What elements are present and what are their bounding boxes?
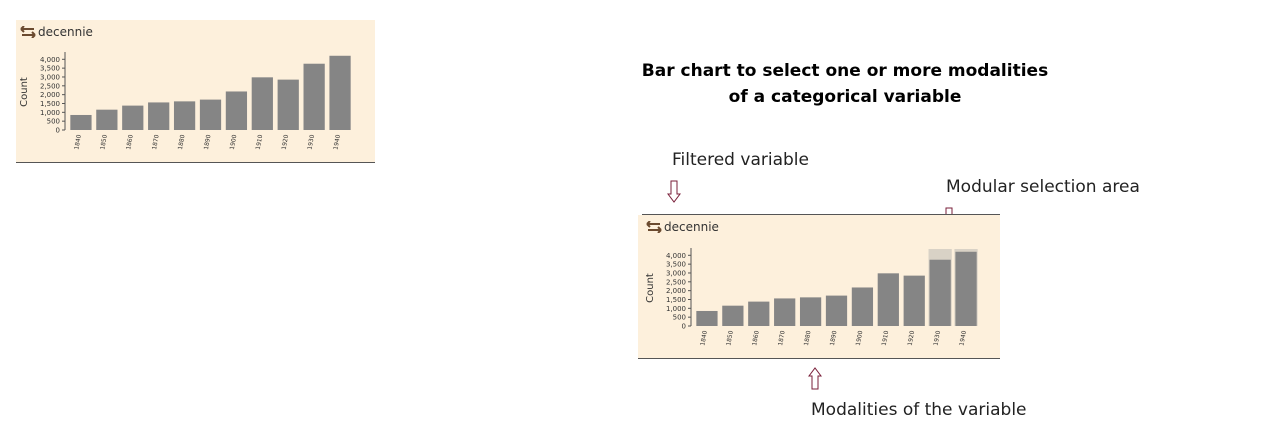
x-tick-label: 1930 xyxy=(307,134,317,150)
x-tick-label: 1910 xyxy=(881,330,891,346)
y-tick-label: 500 xyxy=(673,314,686,322)
y-tick-label: 500 xyxy=(47,118,60,126)
bar-chart-left[interactable]: Count 05001,0001,5002,0002,5003,0003,5004… xyxy=(16,20,375,162)
bar[interactable] xyxy=(173,101,196,130)
label-filtered-variable: Filtered variable xyxy=(672,150,809,170)
panel-top-border xyxy=(642,214,1000,215)
bar[interactable] xyxy=(277,79,299,130)
bar[interactable] xyxy=(929,259,951,326)
y-tick-label: 4,000 xyxy=(666,252,686,260)
x-tick-label: 1870 xyxy=(151,134,161,150)
chart-panel-right: decennie Count 0 500 1,000 1,500 2,000 2,500 3,… xyxy=(638,215,1000,359)
chart-panel-left: decennie Count 0 500 1,000 1,500 2,000 2,500 3,… xyxy=(16,20,375,163)
x-tick-label: 1870 xyxy=(777,330,787,346)
label-modular-selection-area: Modular selection area xyxy=(946,177,1140,197)
x-tick-label: 1920 xyxy=(281,134,291,150)
x-tick-label: 1930 xyxy=(933,330,943,346)
x-tick-label: 1860 xyxy=(125,134,135,150)
bar[interactable] xyxy=(251,77,273,130)
y-tick-label: 0 xyxy=(682,323,686,331)
diagram-heading: Bar chart to select one or more modaliti… xyxy=(600,58,1090,110)
bar[interactable] xyxy=(877,273,899,326)
bar[interactable] xyxy=(748,301,770,326)
x-tick-label: 1850 xyxy=(99,134,109,150)
x-tick-label: 1850 xyxy=(725,330,735,346)
y-tick-label: 3,000 xyxy=(666,269,686,277)
y-tick-label: 2,000 xyxy=(40,91,60,99)
x-tick-label: 1920 xyxy=(907,330,917,346)
heading-line-1: Bar chart to select one or more modaliti… xyxy=(641,61,1049,81)
y-tick-label: 3,000 xyxy=(40,73,60,81)
heading-line-2: of a categorical variable xyxy=(728,87,962,107)
y-axis-title: Count xyxy=(645,273,656,303)
bar[interactable] xyxy=(825,295,848,326)
y-tick-label: 4,000 xyxy=(40,56,60,64)
bar[interactable] xyxy=(799,297,822,326)
bar[interactable] xyxy=(148,102,170,130)
y-tick-label: 1,500 xyxy=(40,100,60,108)
panel-header: decennie xyxy=(20,24,93,40)
y-tick-label: 0 xyxy=(56,127,60,135)
bar[interactable] xyxy=(903,275,925,326)
bar[interactable] xyxy=(122,105,144,130)
bar[interactable] xyxy=(329,55,351,130)
bar[interactable] xyxy=(696,310,718,326)
x-tick-label: 1910 xyxy=(255,134,265,150)
x-tick-label: 1840 xyxy=(699,330,709,346)
bar[interactable] xyxy=(199,99,222,130)
bar[interactable] xyxy=(722,305,744,326)
label-modalities: Modalities of the variable xyxy=(811,400,1027,420)
bar[interactable] xyxy=(70,114,92,130)
bar[interactable] xyxy=(225,91,248,130)
up-arrow-icon xyxy=(808,367,822,390)
down-arrow-icon xyxy=(667,180,681,203)
y-tick-label: 2,000 xyxy=(666,287,686,295)
x-tick-label: 1900 xyxy=(229,134,239,150)
x-tick-label: 1860 xyxy=(751,330,761,346)
bar-chart-right[interactable]: Count 05001,0001,5002,0002,5003,0003,5004… xyxy=(638,215,1000,358)
swap-arrows-icon[interactable] xyxy=(646,221,662,233)
y-tick-label: 2,500 xyxy=(40,82,60,90)
y-tick-label: 1,500 xyxy=(666,296,686,304)
variable-name: decennie xyxy=(664,220,719,234)
x-tick-label: 1880 xyxy=(803,330,813,346)
y-tick-label: 1,000 xyxy=(666,305,686,313)
bar[interactable] xyxy=(851,287,874,326)
x-tick-label: 1840 xyxy=(73,134,83,150)
bar[interactable] xyxy=(955,251,977,326)
variable-name: decennie xyxy=(38,25,93,39)
y-tick-label: 1,000 xyxy=(40,109,60,117)
bar[interactable] xyxy=(774,298,796,326)
bar[interactable] xyxy=(96,109,118,130)
panel-header: decennie xyxy=(646,219,719,235)
y-tick-label: 2,500 xyxy=(666,278,686,286)
y-tick-label: 3,500 xyxy=(40,65,60,73)
x-tick-label: 1890 xyxy=(829,330,839,346)
x-tick-label: 1940 xyxy=(958,330,968,346)
y-tick-label: 3,500 xyxy=(666,261,686,269)
swap-arrows-icon[interactable] xyxy=(20,26,36,38)
x-tick-label: 1880 xyxy=(177,134,187,150)
y-axis-title: Count xyxy=(19,77,30,107)
bar[interactable] xyxy=(303,63,325,130)
x-tick-label: 1890 xyxy=(203,134,213,150)
x-tick-label: 1900 xyxy=(855,330,865,346)
x-tick-label: 1940 xyxy=(332,134,342,150)
